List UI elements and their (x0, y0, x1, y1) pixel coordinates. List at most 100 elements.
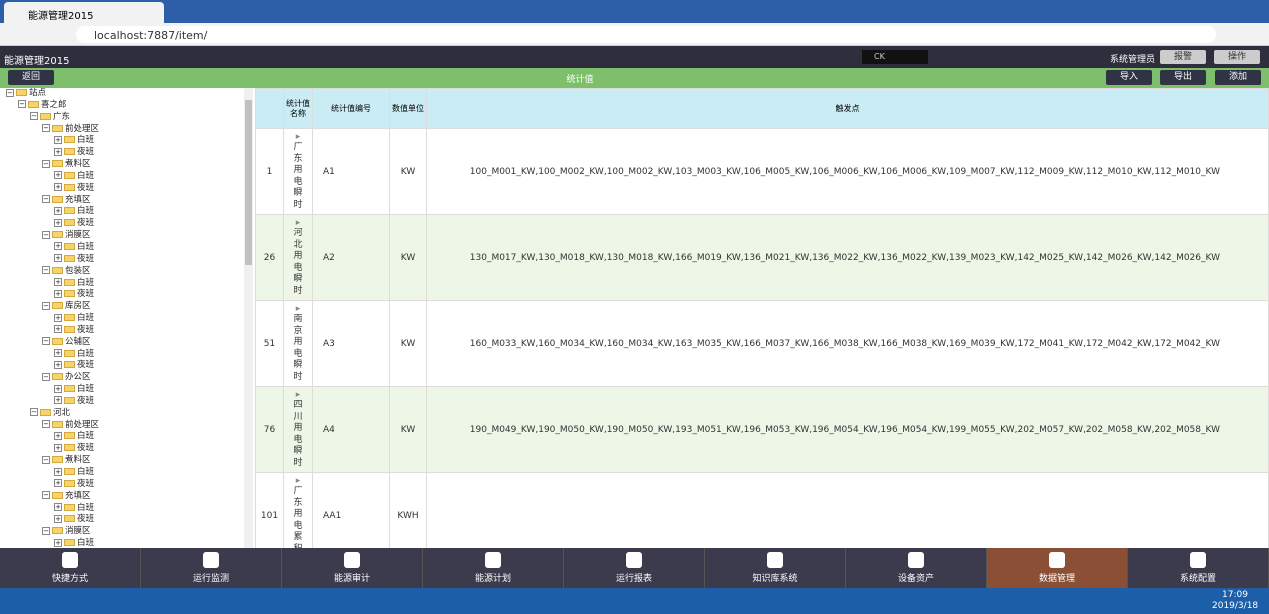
tree-node[interactable]: − 广东 (0, 112, 252, 124)
tree-node[interactable]: + 夜班 (0, 396, 252, 408)
toggle[interactable]: − (18, 100, 26, 109)
tree-node[interactable]: − 充填区 (0, 195, 252, 207)
scrollbar-thumb[interactable] (245, 100, 252, 265)
toggle[interactable]: + (54, 325, 62, 334)
tree-node[interactable]: + 白班 (0, 467, 252, 479)
tree-node[interactable]: + 白班 (0, 431, 252, 443)
ck-widget[interactable]: CK (862, 50, 928, 64)
tree-node[interactable]: − 喜之郎 (0, 100, 252, 112)
toggle[interactable]: + (54, 443, 62, 452)
nav-item[interactable]: 能源计划 (423, 548, 564, 588)
toggle[interactable]: + (54, 218, 62, 227)
toggle[interactable]: − (42, 266, 50, 275)
tree-node[interactable]: − 河北 (0, 408, 252, 420)
nav-item[interactable]: 知识库系统 (705, 548, 846, 588)
tree-node[interactable]: − 充填区 (0, 491, 252, 503)
toggle[interactable]: − (42, 526, 50, 535)
toggle[interactable]: − (42, 337, 50, 346)
toggle[interactable]: + (54, 396, 62, 405)
tree-node[interactable]: − 前处理区 (0, 420, 252, 432)
tree-node[interactable]: + 夜班 (0, 289, 252, 301)
back-button[interactable]: 返回 (8, 70, 54, 85)
tree-node[interactable]: + 白班 (0, 171, 252, 183)
nav-item[interactable]: 运行监测 (141, 548, 282, 588)
scrollbar[interactable] (244, 88, 253, 548)
toggle[interactable]: − (30, 112, 38, 121)
toggle[interactable]: − (42, 372, 50, 381)
export-button[interactable]: 导出 (1160, 70, 1206, 85)
tree-node[interactable]: + 白班 (0, 135, 252, 147)
tree-node[interactable]: − 包装区 (0, 266, 252, 278)
import-button[interactable]: 导入 (1106, 70, 1152, 85)
toggle[interactable]: + (54, 278, 62, 286)
tree-node[interactable]: + 白班 (0, 206, 252, 218)
tree-node[interactable]: + 白班 (0, 349, 252, 361)
tree-node[interactable]: + 白班 (0, 384, 252, 396)
toggle[interactable]: − (6, 88, 14, 97)
nav-item[interactable]: 数据管理 (987, 548, 1128, 588)
table-row[interactable]: 101▸广东用电累积AA1KWH (255, 472, 1269, 548)
tree-node[interactable]: + 夜班 (0, 218, 252, 230)
toggle[interactable]: + (54, 467, 62, 476)
tree-node[interactable]: + 白班 (0, 313, 252, 325)
toggle[interactable]: − (42, 420, 50, 429)
tree-node[interactable]: + 夜班 (0, 514, 252, 526)
tree-node[interactable]: + 白班 (0, 503, 252, 515)
toggle[interactable]: + (54, 538, 62, 547)
toggle[interactable]: + (54, 147, 62, 156)
toggle[interactable]: − (30, 408, 38, 417)
toggle[interactable]: − (42, 159, 50, 168)
toggle[interactable]: + (54, 514, 62, 523)
operate-button[interactable]: 操作 (1214, 50, 1260, 64)
tree-node[interactable]: + 夜班 (0, 147, 252, 159)
toggle[interactable]: − (42, 455, 50, 464)
url[interactable]: localhost:7887/item/ (76, 26, 1216, 43)
tree-node[interactable]: − 站点 (0, 88, 252, 100)
tree-node[interactable]: − 消膜区 (0, 526, 252, 538)
nav-item[interactable]: 运行报表 (564, 548, 705, 588)
toggle[interactable]: − (42, 124, 50, 133)
toggle[interactable]: + (54, 313, 62, 322)
toggle[interactable]: + (54, 242, 62, 251)
table-row[interactable]: 26 ▸ 河北用电瞬时 A2 KW 130_M017_KW,130_M018_KW,130… (255, 214, 1269, 301)
toggle[interactable]: − (42, 230, 50, 239)
toggle[interactable]: + (54, 254, 62, 263)
tree-node[interactable]: + 白班 (0, 278, 252, 290)
tree-node[interactable]: − 办公区 (0, 372, 252, 384)
toggle[interactable]: + (54, 135, 62, 144)
table-row[interactable]: 51 ▸ 南京用电瞬时 A3 KW 160_M033_KW,160_M034_KW,160… (255, 300, 1269, 387)
tree-node[interactable]: − 煮料区 (0, 455, 252, 467)
tree-node[interactable]: + 夜班 (0, 325, 252, 337)
toggle[interactable]: + (54, 289, 62, 298)
tree-node[interactable]: − 库房区 (0, 301, 252, 313)
toggle[interactable]: + (54, 349, 62, 358)
tree-node[interactable]: + 夜班 (0, 360, 252, 372)
browser-tab[interactable]: 能源管理2015 (4, 2, 164, 23)
toggle[interactable]: + (54, 360, 62, 369)
tree-node[interactable]: + 夜班 (0, 443, 252, 455)
alarm-button[interactable]: 报警 (1160, 50, 1206, 64)
tree-node[interactable]: + 白班 (0, 242, 252, 254)
nav-item[interactable]: 系统配置 (1128, 548, 1269, 588)
tree-node[interactable]: − 公辅区 (0, 337, 252, 349)
toggle[interactable]: − (42, 301, 50, 310)
nav-item[interactable]: 设备资产 (846, 548, 987, 588)
add-button[interactable]: 添加 (1215, 70, 1261, 85)
toggle[interactable]: − (42, 491, 50, 500)
toggle[interactable]: − (42, 195, 50, 204)
nav-item[interactable]: 快捷方式 (0, 548, 141, 588)
toggle[interactable]: + (54, 384, 62, 393)
toggle[interactable]: + (54, 183, 62, 192)
tree-node[interactable]: + 夜班 (0, 254, 252, 266)
tree-node[interactable]: − 前处理区 (0, 124, 252, 136)
tree-node[interactable]: + 白班 (0, 538, 252, 548)
table-row[interactable]: 1 ▸ 广东用电瞬时 A1 KW 100_M001_KW,100_M002_KW,100_… (255, 128, 1269, 215)
tree-node[interactable]: + 夜班 (0, 479, 252, 491)
tree-node[interactable]: − 煮料区 (0, 159, 252, 171)
toggle[interactable]: + (54, 503, 62, 512)
toggle[interactable]: + (54, 206, 62, 215)
table-row[interactable]: 76 ▸ 四川用电瞬时 A4 KW 190_M049_KW,190_M050_KW,190… (255, 386, 1269, 473)
tree-node[interactable]: + 夜班 (0, 183, 252, 195)
toggle[interactable]: + (54, 479, 62, 488)
toggle[interactable]: + (54, 171, 62, 180)
